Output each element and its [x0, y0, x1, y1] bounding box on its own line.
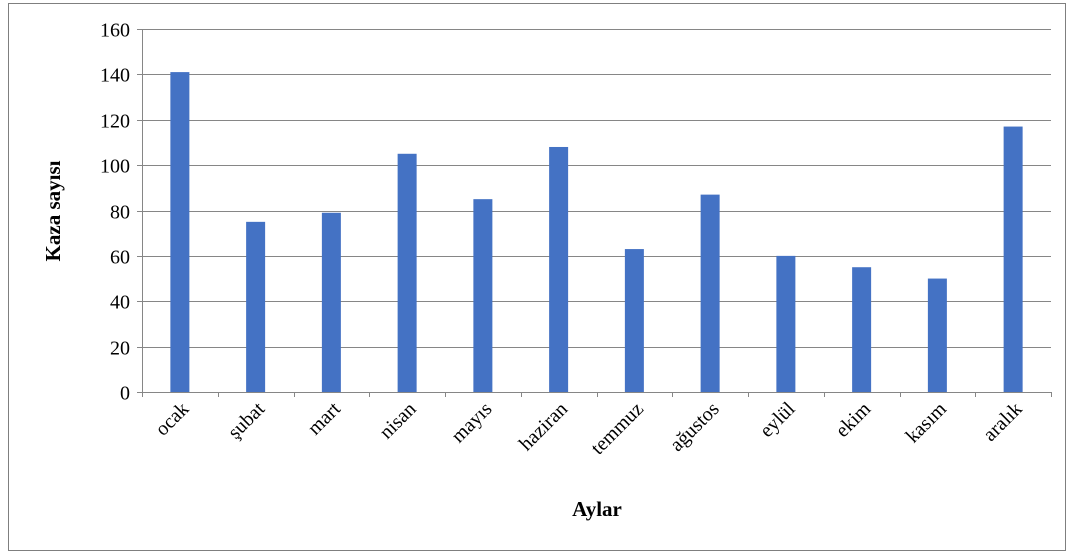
bar-nisan — [397, 153, 417, 392]
bar-mayıs — [473, 199, 493, 392]
x-tick-label: ağustos — [666, 398, 724, 456]
bar-aralık — [1003, 126, 1023, 393]
bar-ekim — [852, 267, 872, 392]
y-tick-label: 0 — [120, 383, 130, 405]
x-tick-label: haziran — [515, 398, 572, 455]
y-tick-label: 20 — [110, 338, 130, 360]
x-tick-label: kasım — [902, 398, 952, 448]
x-axis-title: Aylar — [572, 497, 622, 521]
y-axis-title: Kaza sayısı — [41, 160, 65, 261]
y-tick-label: 120 — [100, 111, 130, 133]
x-tick-label: temmuz — [587, 398, 648, 459]
y-tick-label: 100 — [100, 156, 130, 178]
bar-temmuz — [624, 249, 644, 392]
axes — [137, 29, 1052, 397]
x-tick-label: aralık — [979, 398, 1027, 446]
x-tick-label: eylül — [756, 398, 800, 442]
y-tick-label: 40 — [110, 292, 130, 314]
x-tick-label: nisan — [375, 398, 420, 443]
bar-ağustos — [700, 194, 720, 392]
bars — [170, 72, 1023, 393]
bar-eylül — [776, 255, 796, 392]
y-tick-label: 60 — [110, 247, 130, 269]
x-tick-label: şubat — [224, 398, 270, 444]
x-tick-labels: ocak şubat mart nisan mayıs haziran temmuz ağus… — [151, 398, 1027, 459]
x-tick-label: mart — [303, 398, 345, 440]
x-tick-label: mayıs — [447, 398, 496, 447]
bar-şubat — [246, 221, 266, 392]
bar-ocak — [170, 72, 190, 392]
y-tick-label: 140 — [100, 65, 130, 87]
y-tick-labels: 0 20 40 60 80 100 120 140 160 — [100, 20, 130, 405]
x-tick-label: ekim — [831, 398, 875, 442]
gridlines — [142, 29, 1051, 348]
bar-haziran — [549, 146, 569, 392]
y-tick-label: 80 — [110, 202, 130, 224]
y-tick-label: 160 — [100, 20, 130, 42]
x-tick-label: ocak — [151, 398, 193, 440]
bar-kasım — [927, 278, 947, 392]
bar-mart — [321, 212, 341, 392]
